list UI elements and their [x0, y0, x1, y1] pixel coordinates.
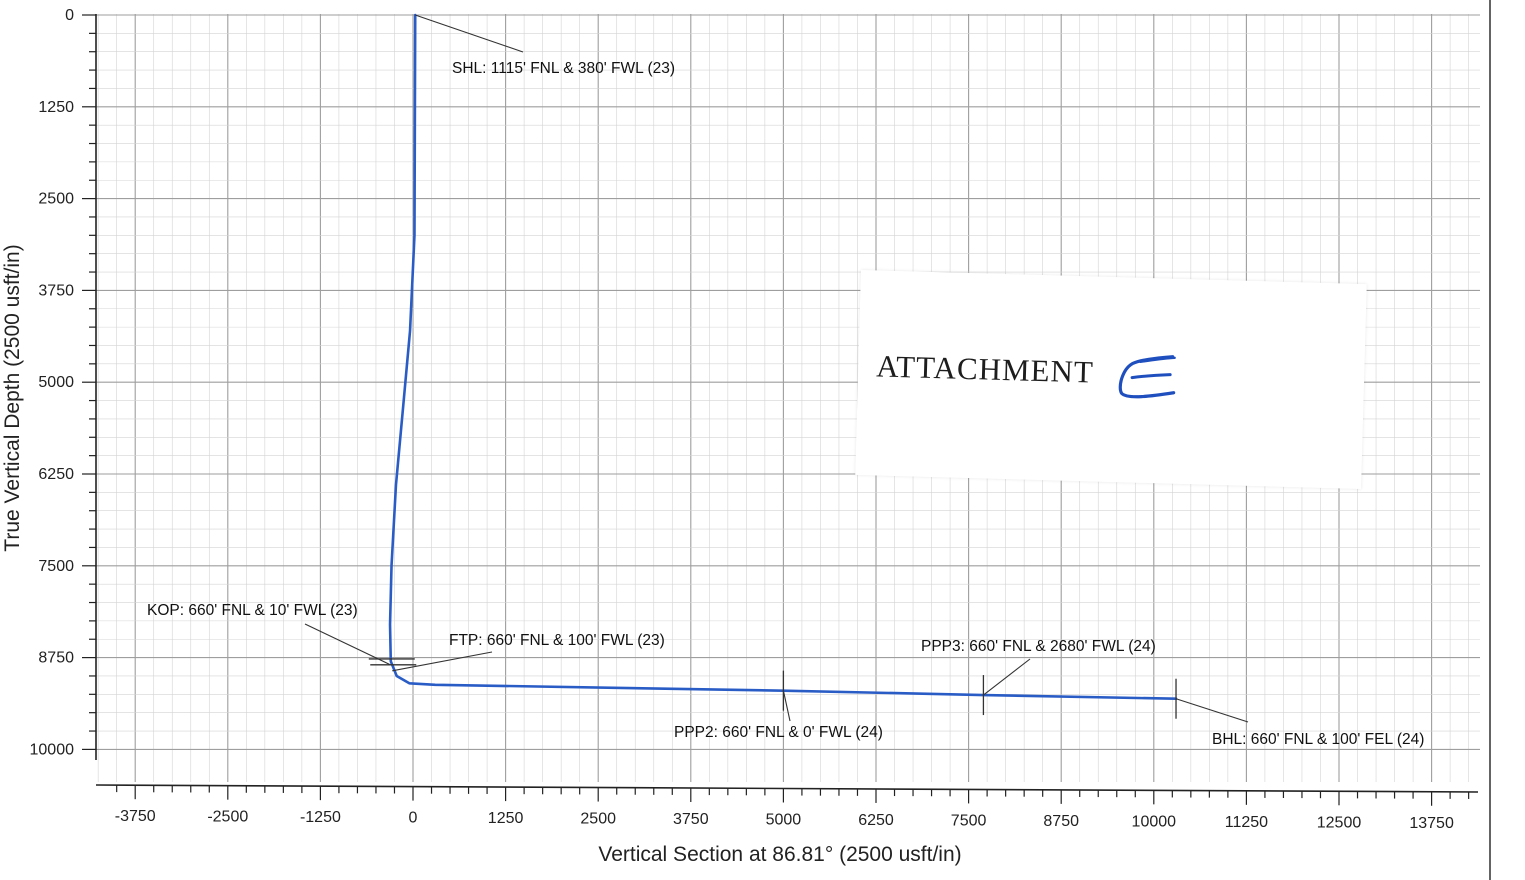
x-tick-label: 10000 — [1132, 813, 1177, 830]
annotation-leader — [782, 690, 791, 722]
well-path-series — [388, 13, 1178, 701]
annotation-leader — [1175, 698, 1249, 723]
y-tick-label: 6250 — [38, 466, 74, 483]
annotation-label: PPP3: 660' FNL & 2680' FWL (24) — [921, 638, 1156, 655]
annotation-leader — [392, 651, 493, 672]
x-tick-label: -2500 — [207, 809, 248, 826]
x-tick-label: 1250 — [488, 810, 524, 827]
y-tick-label: 2500 — [38, 191, 74, 208]
annotation-label: SHL: 1115' FNL & 380' FWL (23) — [452, 60, 675, 77]
y-tick-label: 7500 — [38, 558, 74, 575]
attachment-stamp: ATTACHMENT — [855, 269, 1367, 490]
handwritten-e-mark — [1118, 355, 1176, 399]
x-tick-label: 8750 — [1043, 813, 1079, 830]
annotation-leader — [415, 14, 524, 53]
x-tick-label: -3750 — [115, 808, 156, 825]
x-axis-title: Vertical Section at 86.81° (2500 usft/in… — [598, 843, 961, 866]
x-tick-label: -1250 — [300, 809, 341, 826]
annotation-label: BHL: 660' FNL & 100' FEL (24) — [1212, 731, 1424, 748]
x-tick-label: 12500 — [1317, 814, 1362, 831]
y-tick-label: 0 — [65, 7, 74, 24]
x-tick-label: 7500 — [951, 812, 987, 829]
annotation-label: FTP: 660' FNL & 100' FWL (23) — [449, 632, 665, 649]
annotation-label: PPP2: 660' FNL & 0' FWL (24) — [674, 724, 883, 741]
y-axis-title: True Vertical Depth (2500 usft/in) — [1, 244, 24, 551]
x-axis-line — [95, 784, 1479, 793]
axis-ticks: 0 1250 2500 3750 5000 6250 7500 8750 10000 -3750 -… — [30, 7, 1470, 832]
y-tick-label: 1250 — [38, 99, 74, 116]
y-tick-label: 8750 — [38, 650, 74, 667]
annotations: SHL: 1115' FNL & 380' FWL (23) KOP: 660' … — [147, 14, 1424, 748]
x-tick-label: 13750 — [1409, 815, 1454, 832]
annotation-leader — [983, 658, 1031, 696]
y-tick-label: 10000 — [30, 741, 75, 758]
attachment-label: ATTACHMENT — [875, 348, 1095, 390]
x-tick-label: 0 — [409, 810, 418, 827]
annotation-label: KOP: 660' FNL & 10' FWL (23) — [147, 602, 358, 619]
annotation-leader — [304, 623, 392, 666]
x-tick-label: 6250 — [858, 812, 894, 829]
x-tick-label: 5000 — [766, 811, 802, 828]
x-tick-label: 3750 — [673, 811, 709, 828]
y-tick-label: 5000 — [38, 374, 74, 391]
y-tick-label: 3750 — [38, 282, 74, 299]
x-tick-label: 11250 — [1225, 814, 1268, 831]
x-tick-label: 2500 — [580, 811, 616, 828]
